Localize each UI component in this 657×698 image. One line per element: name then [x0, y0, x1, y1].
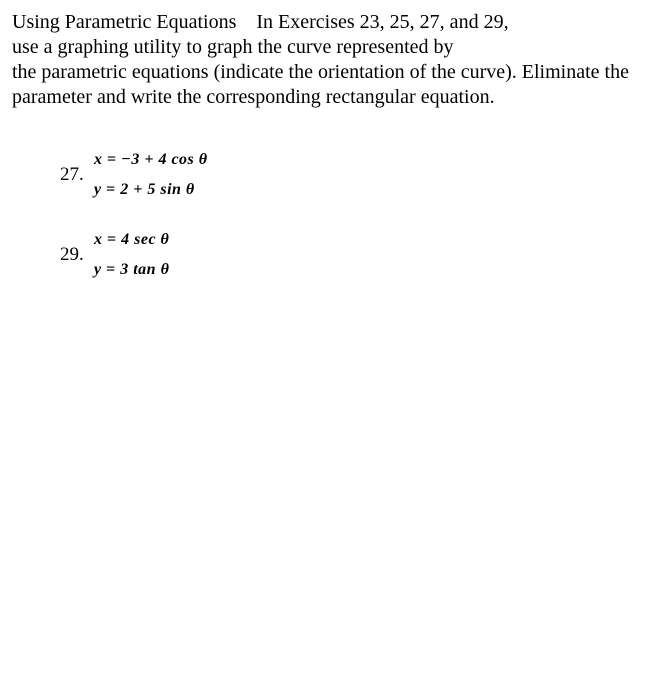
equation-y: y = 2 + 5 sin θ	[94, 180, 208, 200]
problems-list: 27. x = −3 + 4 cos θ y = 2 + 5 sin θ 29.…	[12, 150, 645, 280]
eq-rhs: 3 tan θ	[120, 261, 169, 278]
problem-29: 29. x = 4 sec θ y = 3 tan θ	[60, 230, 645, 280]
problem-equations: x = −3 + 4 cos θ y = 2 + 5 sin θ	[94, 150, 208, 200]
problem-number: 29.	[60, 243, 94, 267]
problem-equations: x = 4 sec θ y = 3 tan θ	[94, 230, 169, 280]
problem-27: 27. x = −3 + 4 cos θ y = 2 + 5 sin θ	[60, 150, 645, 200]
problem-number: 27.	[60, 163, 94, 187]
eq-lhs: x	[94, 231, 103, 248]
eq-rhs: 2 + 5 sin θ	[120, 181, 195, 198]
instruction-line-4: parameter and write the corresponding re…	[12, 85, 645, 110]
eq-lhs: x	[94, 151, 103, 168]
eq-rhs: 4 sec θ	[121, 231, 169, 248]
instruction-line-1: Using Parametric Equations In Exercises …	[12, 10, 645, 35]
equation-x: x = 4 sec θ	[94, 230, 169, 250]
instruction-line-2: use a graphing utility to graph the curv…	[12, 35, 645, 60]
equation-x: x = −3 + 4 cos θ	[94, 150, 208, 170]
eq-rhs: −3 + 4 cos θ	[121, 151, 207, 168]
equation-y: y = 3 tan θ	[94, 260, 169, 280]
instruction-line-3: the parametric equations (indicate the o…	[12, 60, 645, 85]
eq-lhs: y	[94, 181, 102, 198]
eq-lhs: y	[94, 261, 102, 278]
instructions-block: Using Parametric Equations In Exercises …	[12, 10, 645, 110]
